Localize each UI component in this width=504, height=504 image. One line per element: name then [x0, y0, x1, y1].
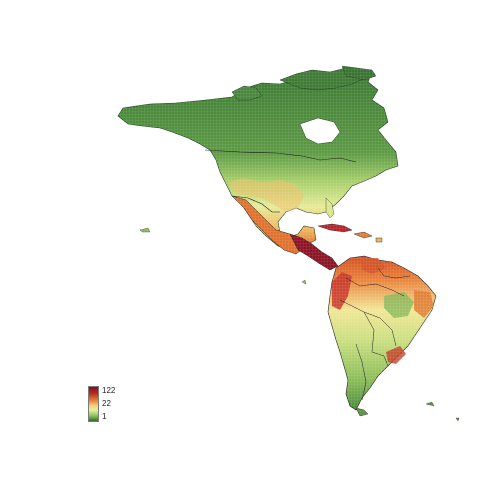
legend-label-low: 1 [102, 412, 107, 421]
caribbean-islands [317, 223, 383, 243]
legend: 122 22 1 [88, 386, 148, 426]
legend-color-bar [88, 386, 99, 422]
north-america [117, 65, 399, 271]
legend-label-high: 122 [102, 386, 116, 395]
south-america [327, 255, 437, 417]
legend-label-mid: 22 [102, 399, 111, 408]
